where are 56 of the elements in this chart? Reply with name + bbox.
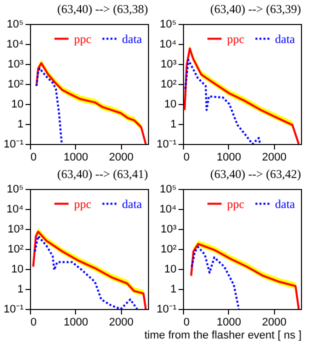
y-tick-label: 10⁵	[6, 18, 24, 30]
x-tick-label: 1000	[216, 316, 242, 328]
chart-title: (63,40) --> (63,42)	[210, 167, 301, 181]
y-tick-label: 10	[164, 98, 176, 110]
x-tick-label: 0	[30, 316, 37, 328]
y-tick-label: 10	[11, 264, 24, 276]
legend-label: ppc	[74, 32, 92, 46]
y-tick-label: 1	[17, 284, 24, 296]
text: ppc	[227, 32, 244, 46]
y-tick-label: 10³	[160, 224, 177, 236]
y-tick-label: 1	[170, 118, 176, 130]
chart-title: (63,40) --> (63,38)	[57, 2, 148, 16]
line-series	[35, 67, 63, 144]
x-tick-label: 0	[184, 316, 190, 328]
x-axis-title: time from the flasher event [ ns ]	[144, 330, 302, 342]
x-tick-label: 2000	[109, 152, 134, 164]
y-tick-label: 10⁴	[160, 38, 177, 50]
y-tick-label: 10²	[8, 244, 24, 256]
y-tick-label: 10⁻¹	[4, 138, 24, 150]
line-series	[184, 58, 262, 144]
y-tick-label: 10	[11, 98, 24, 110]
text: ppc	[227, 196, 244, 211]
y-tick-label: 10⁻¹	[156, 138, 177, 150]
x-tick-label: 1000	[216, 152, 242, 164]
chart-title: (63,40) --> (63,39)	[210, 2, 301, 16]
y-tick-label: 10⁵	[6, 184, 24, 196]
y-tick-label: 10²	[8, 78, 24, 90]
chart-title: (63,40) --> (63,41)	[57, 167, 148, 181]
legend-label: data	[122, 32, 143, 46]
legend-label: data	[122, 196, 143, 211]
y-tick-label: 1	[17, 118, 24, 130]
y-tick-label: 10⁻¹	[156, 304, 177, 316]
x-tick-label: 2000	[109, 316, 134, 328]
x-tick-label: 0	[30, 152, 37, 164]
y-tick-label: 10⁴	[6, 204, 24, 216]
y-tick-label: 10³	[160, 58, 177, 70]
y-tick-label: 10³	[8, 224, 24, 236]
x-tick-label: 1000	[64, 316, 88, 328]
y-tick-label: 10⁴	[6, 38, 24, 50]
y-tick-label: 10⁵	[160, 18, 176, 30]
y-tick-label: 10⁵	[160, 184, 176, 196]
y-tick-label: 10⁻¹	[4, 304, 24, 316]
x-tick-label: 2000	[262, 152, 287, 164]
legend-label: data	[275, 196, 296, 211]
legend-label: data	[275, 32, 296, 46]
x-tick-label: 2000	[262, 316, 287, 328]
x-tick-label: 1000	[64, 152, 88, 164]
y-tick-label: 10⁴	[160, 204, 177, 216]
y-tick-label: 10²	[160, 244, 177, 256]
y-tick-label: 10	[164, 264, 176, 276]
line-series	[190, 246, 240, 309]
y-tick-label: 10²	[160, 78, 177, 90]
legend-label: ppc	[74, 196, 92, 211]
x-tick-label: 0	[184, 152, 190, 164]
y-tick-label: 1	[170, 284, 176, 296]
y-tick-label: 10³	[8, 58, 24, 70]
